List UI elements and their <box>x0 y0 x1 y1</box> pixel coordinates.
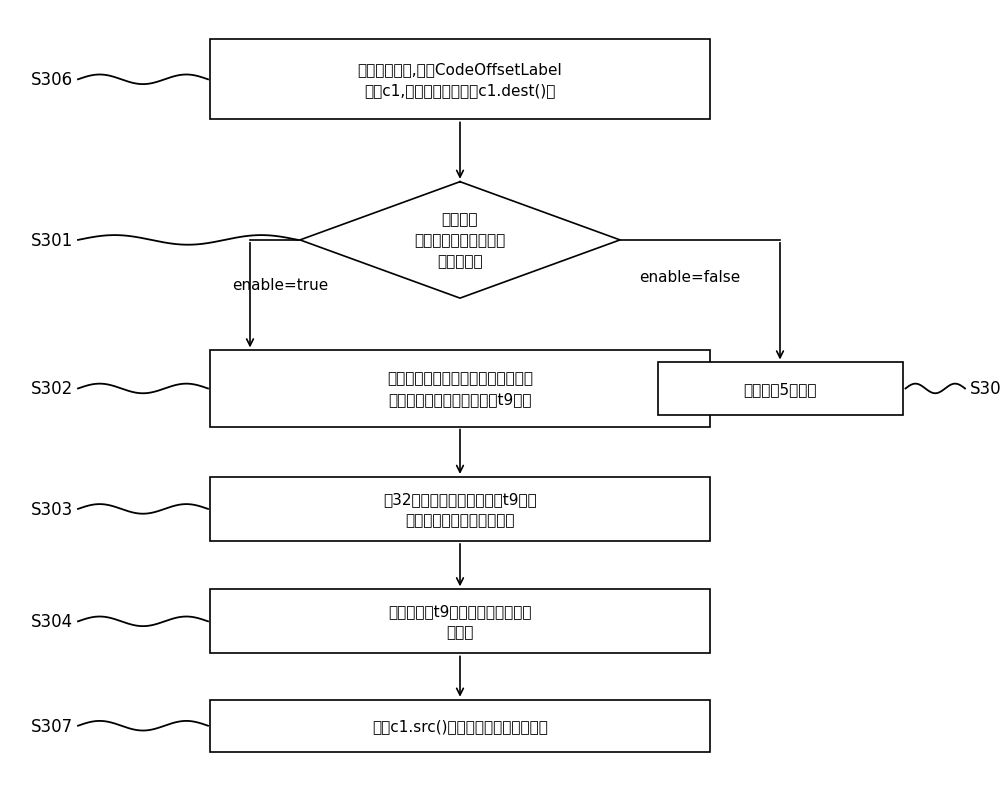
Text: S307: S307 <box>31 717 73 735</box>
Text: 将32位目标地址立即数存入t9，并
将跳转信息记录到跳转列表: 将32位目标地址立即数存入t9，并 将跳转信息记录到跳转列表 <box>383 492 537 527</box>
Text: S305: S305 <box>970 380 1000 398</box>
Text: S306: S306 <box>31 71 73 89</box>
Text: 根据套锁
指令集的开关参数执行
相应的指令: 根据套锁 指令集的开关参数执行 相应的指令 <box>414 213 506 269</box>
FancyBboxPatch shape <box>210 589 710 654</box>
FancyBboxPatch shape <box>658 363 902 415</box>
Text: 记录返回地址,定义CodeOffsetLabel
变量c1,将跳转前地址移到c1.dest()中: 记录返回地址,定义CodeOffsetLabel 变量c1,将跳转前地址移到c1… <box>358 63 562 98</box>
Text: S303: S303 <box>31 500 73 518</box>
Text: 在开关参数为开启参数时，对寄存器
的值进行压栈操作，例如为t9压栈: 在开关参数为开启参数时，对寄存器 的值进行压栈操作，例如为t9压栈 <box>387 371 533 407</box>
FancyBboxPatch shape <box>210 699 710 752</box>
Text: S302: S302 <box>31 380 73 398</box>
Text: 直接跳转到t9，进行相应的程序处
理操作: 直接跳转到t9，进行相应的程序处 理操作 <box>388 604 532 639</box>
Text: enable=true: enable=true <box>232 277 328 292</box>
Text: enable=false: enable=false <box>639 269 741 284</box>
Text: 绑定c1.src()，返回函数调用前的地址: 绑定c1.src()，返回函数调用前的地址 <box>372 719 548 733</box>
Text: 向下跳过5条指令: 向下跳过5条指令 <box>743 382 817 396</box>
FancyBboxPatch shape <box>210 351 710 427</box>
FancyBboxPatch shape <box>210 477 710 541</box>
Text: S304: S304 <box>31 613 73 630</box>
Text: S301: S301 <box>31 232 73 249</box>
FancyBboxPatch shape <box>210 40 710 120</box>
